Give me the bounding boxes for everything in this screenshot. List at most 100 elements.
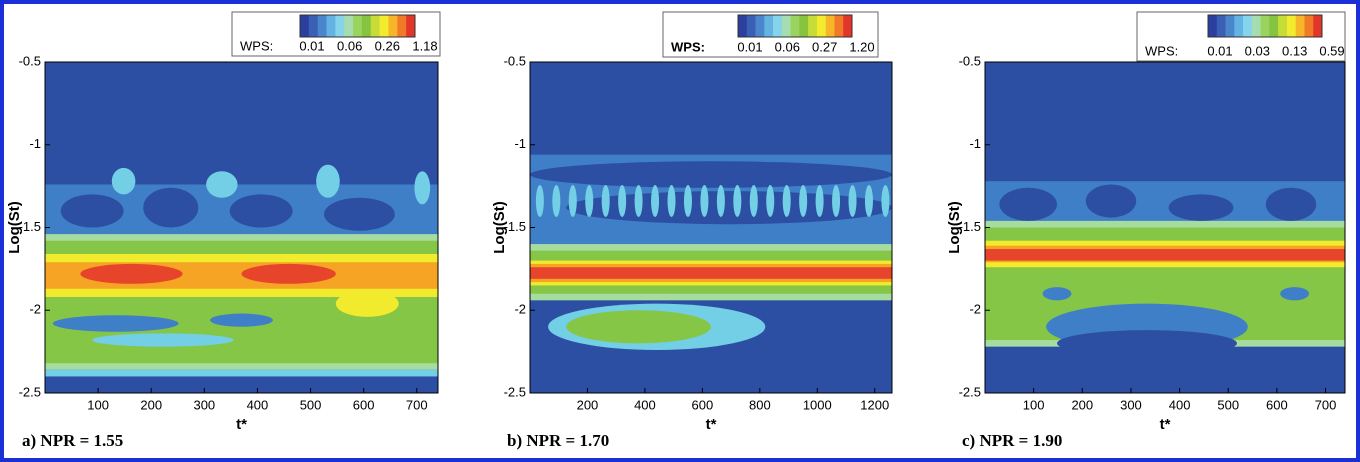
contour-patch xyxy=(566,191,892,225)
colorbar-swatch xyxy=(1225,15,1235,37)
colorbar-swatch xyxy=(746,15,756,37)
panel-caption: c) NPR = 1.90 xyxy=(962,431,1062,450)
contour-patch xyxy=(667,185,676,218)
contour-patch xyxy=(864,185,873,218)
colorbar-tick-label: 0.01 xyxy=(1207,43,1232,58)
colorbar-tick-label: 0.27 xyxy=(812,39,837,54)
colorbar-swatch xyxy=(353,15,363,37)
y-axis-label: Log(St) xyxy=(946,201,963,253)
colorbar-swatch xyxy=(816,15,826,37)
contour-field xyxy=(985,62,1345,393)
colorbar-swatch xyxy=(361,15,372,37)
x-tick-label: 700 xyxy=(1315,397,1337,412)
contour-field xyxy=(45,62,438,393)
contour-patch xyxy=(92,333,234,347)
colorbar-swatch xyxy=(300,15,310,37)
contour-band xyxy=(985,249,1345,261)
contour-patch xyxy=(143,187,199,228)
y-tick-label: -2.5 xyxy=(19,384,41,399)
contour-patch xyxy=(815,185,824,218)
contour-patch xyxy=(733,185,742,218)
contour-patch xyxy=(1057,330,1237,357)
contour-patch xyxy=(999,187,1057,221)
colorbar-tick-label: 1.18 xyxy=(412,38,437,53)
contour-patch xyxy=(210,313,273,327)
y-tick-label: -0.5 xyxy=(959,53,981,68)
y-tick-label: -2.5 xyxy=(504,384,526,399)
colorbar-swatch xyxy=(843,15,853,37)
contour-patch xyxy=(535,185,544,218)
contour-patch xyxy=(1265,187,1317,221)
colorbar-tick-label: 1.20 xyxy=(849,39,874,54)
contour-patch xyxy=(530,161,892,188)
contour-band xyxy=(45,376,438,393)
colorbar-swatch xyxy=(317,15,327,37)
y-tick-label: -0.5 xyxy=(504,53,526,68)
colorbar-swatch xyxy=(344,15,354,37)
contour-band xyxy=(530,267,892,279)
x-axis-label: t* xyxy=(236,416,247,433)
x-tick-label: 600 xyxy=(1266,397,1288,412)
colorbar-outline xyxy=(737,14,853,38)
contour-patch xyxy=(716,185,725,218)
x-tick-label: 500 xyxy=(300,397,322,412)
x-tick-label: 400 xyxy=(1169,397,1191,412)
colorbar-swatch xyxy=(738,15,748,37)
colorbar-swatch xyxy=(1216,15,1226,37)
colorbar-tick-label: 0.01 xyxy=(737,39,762,54)
x-tick-label: 100 xyxy=(87,397,109,412)
y-tick-label: -1 xyxy=(514,136,526,151)
x-tick-label: 1200 xyxy=(860,397,889,412)
colorbar-swatch xyxy=(326,15,336,37)
contour-patch xyxy=(1168,194,1234,221)
contour-patch xyxy=(324,197,395,231)
colorbar-swatch xyxy=(379,15,389,37)
y-tick-label: -1 xyxy=(29,136,41,151)
x-tick-label: 200 xyxy=(140,397,162,412)
colorbar-swatch xyxy=(1243,15,1253,37)
colorbar-swatch xyxy=(1278,15,1288,37)
contour-patch xyxy=(782,185,791,218)
y-axis-label: Log(St) xyxy=(491,201,508,253)
colorbar-tick-label: 0.26 xyxy=(375,38,400,53)
colorbar-swatch xyxy=(1251,15,1261,37)
contour-patch xyxy=(241,263,336,284)
contour-patch xyxy=(111,167,136,195)
colorbar-swatch xyxy=(790,15,800,37)
colorbar-outline xyxy=(1207,14,1323,38)
contour-patch xyxy=(749,185,758,218)
contour-patch xyxy=(80,263,183,284)
x-tick-label: 500 xyxy=(1217,397,1239,412)
y-tick-label: -2 xyxy=(29,302,41,317)
y-tick-label: -1.5 xyxy=(19,219,41,234)
colorbar-tick-label: 0.13 xyxy=(1282,43,1307,58)
panel-caption: a) NPR = 1.55 xyxy=(22,431,123,450)
y-tick-label: -2.5 xyxy=(959,384,981,399)
contour-patch xyxy=(799,185,808,218)
y-tick-label: -2 xyxy=(514,302,526,317)
colorbar-tick-label: 0.59 xyxy=(1319,43,1344,58)
x-tick-label: 200 xyxy=(1071,397,1093,412)
y-tick-label: -1.5 xyxy=(504,219,526,234)
contour-patch xyxy=(832,185,841,218)
contour-field xyxy=(530,62,892,393)
y-tick-label: -0.5 xyxy=(19,53,41,68)
colorbar-swatch xyxy=(773,15,783,37)
colorbar-swatch xyxy=(1304,15,1314,37)
contour-patch xyxy=(683,185,692,218)
colorbar-tick-label: 0.03 xyxy=(1245,43,1270,58)
colorbar-swatch xyxy=(1295,15,1305,37)
x-axis-label: t* xyxy=(706,416,717,433)
x-tick-label: 300 xyxy=(193,397,215,412)
x-tick-label: 700 xyxy=(406,397,428,412)
x-tick-label: 200 xyxy=(577,397,599,412)
colorbar-swatch xyxy=(1286,15,1296,37)
x-tick-label: 600 xyxy=(353,397,375,412)
colorbar-swatch xyxy=(834,15,844,37)
colorbar-swatch xyxy=(755,15,765,37)
colorbar-tick-label: 0.06 xyxy=(337,38,362,53)
contour-patch xyxy=(566,310,711,344)
x-tick-label: 300 xyxy=(1120,397,1142,412)
contour-patch xyxy=(881,185,890,218)
